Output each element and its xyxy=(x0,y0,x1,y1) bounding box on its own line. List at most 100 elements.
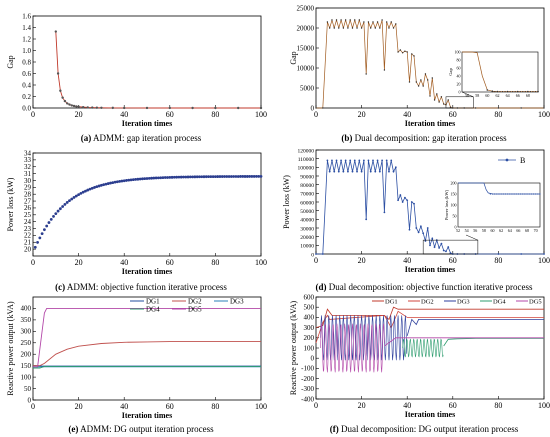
y-axis-label: Reactive power output (kVA) xyxy=(6,301,15,396)
data-point xyxy=(237,106,240,110)
data-point xyxy=(374,170,377,173)
inset-y-tick-label: 200 xyxy=(451,181,457,186)
x-tick-label: 80 xyxy=(211,110,219,119)
data-point xyxy=(72,196,76,199)
panel-a-admm-gap: 0 20 40 60 80 100 0.0 0.2 0.4 0.6 0.8 1.0 1.2 1.4 1.6 I… xyxy=(6,12,267,143)
data-point xyxy=(65,201,69,204)
panel-c-admm-objective: 0 20 40 60 80 1002021222324252627282930313233… xyxy=(6,149,267,292)
data-point xyxy=(406,199,409,202)
data-point xyxy=(358,19,361,21)
inset-x-tick-label: 64 xyxy=(508,228,512,233)
inset-data-point xyxy=(522,193,524,195)
inset-data-point xyxy=(500,193,502,195)
data-point xyxy=(417,85,420,87)
data-point xyxy=(63,202,67,206)
data-point xyxy=(49,217,53,221)
data-point xyxy=(175,175,179,179)
inset-x-tick-label: 56 xyxy=(473,228,477,233)
inset-data-point xyxy=(537,193,539,195)
data-point xyxy=(227,175,231,178)
data-point xyxy=(159,176,163,180)
data-point xyxy=(333,27,335,29)
x-tick-label: 80 xyxy=(494,110,502,119)
data-point xyxy=(150,176,153,180)
y-tick-label: 0.6 xyxy=(22,70,31,78)
y-tick-label: 20000 xyxy=(300,235,314,241)
data-point xyxy=(360,170,363,173)
inset-y-tick-label: 50 xyxy=(453,214,457,219)
data-point xyxy=(438,247,441,249)
y-tick-label: 500 xyxy=(304,304,315,312)
y-tick-label: 80000 xyxy=(300,183,314,189)
y-tick-label: 200 xyxy=(304,334,315,342)
data-point xyxy=(429,95,431,97)
data-point xyxy=(424,240,427,242)
data-point xyxy=(166,176,169,179)
inset-data-point xyxy=(539,193,541,195)
data-point xyxy=(36,241,39,244)
data-point xyxy=(394,166,397,169)
inset-data-point xyxy=(526,193,528,195)
data-point xyxy=(419,225,422,228)
data-point xyxy=(356,27,358,29)
data-point xyxy=(404,50,406,52)
data-point xyxy=(385,21,388,23)
data-point xyxy=(56,209,60,213)
data-point xyxy=(408,81,411,83)
legend-label: B xyxy=(520,156,525,165)
panel-f-dual-dg-output: 0 20 40 60 80 100 -400 -300 -200 -100 0 100 200 300 40… xyxy=(289,293,550,434)
data-point xyxy=(445,250,447,253)
inset-data-point xyxy=(529,91,532,93)
inset-data-point xyxy=(517,193,520,195)
data-point xyxy=(360,27,363,29)
x-axis-label: Iteration times xyxy=(405,410,455,419)
y-tick-label: 0.8 xyxy=(22,58,31,66)
panel-caption: (b) Dual decomposition: gap iteration pr… xyxy=(341,133,507,143)
oscillation-dg3 xyxy=(320,315,407,361)
series-line-dg4 xyxy=(33,365,261,369)
legend-label: DG2 xyxy=(421,299,434,306)
x-tick-label: 100 xyxy=(538,256,550,265)
data-point xyxy=(252,175,256,178)
y-tick-label: 0 xyxy=(28,396,32,404)
series-line-dg5 xyxy=(33,307,261,368)
data-point xyxy=(543,253,545,255)
x-tick-label: 40 xyxy=(403,401,411,410)
data-point xyxy=(255,175,258,178)
x-tick-label: 80 xyxy=(494,401,502,410)
data-point xyxy=(367,21,370,23)
inset-x-tick-label: 60 xyxy=(491,228,495,233)
data-point xyxy=(138,177,142,181)
y-axis-label: Gap xyxy=(6,55,15,68)
y-tick-label: 20000 xyxy=(297,24,315,32)
data-point xyxy=(257,175,261,178)
panel-b-dual-gap: 0 20 40 60 80 100 0 5000 10000 15000 20000 25000 Ite… xyxy=(289,4,550,143)
data-point xyxy=(54,212,58,216)
x-axis-label: Iteration times xyxy=(122,411,172,420)
data-point xyxy=(61,205,65,208)
y-tick-label: 250 xyxy=(21,339,32,347)
data-point xyxy=(113,180,117,184)
y-tick-label: 26 xyxy=(24,204,32,212)
x-tick-label: 100 xyxy=(255,110,267,119)
y-tick-label: 1.4 xyxy=(22,24,31,32)
data-point xyxy=(358,159,361,162)
series-line-dg2 xyxy=(33,341,261,367)
y-tick-label: 300 xyxy=(304,324,315,332)
y-tick-label: 50 xyxy=(24,385,32,393)
data-point xyxy=(520,253,523,255)
x-tick-label: 60 xyxy=(166,110,174,119)
x-axis-label: Iteration times xyxy=(405,265,455,274)
y-tick-label: 15000 xyxy=(297,44,315,52)
data-point xyxy=(193,175,197,179)
caption-tag: (c) xyxy=(55,282,65,292)
caption-tag: (f) xyxy=(330,424,339,434)
data-point xyxy=(204,175,208,179)
y-tick-label: 24 xyxy=(24,218,32,226)
y-tick-label: 600 xyxy=(304,293,315,301)
data-point xyxy=(191,106,194,110)
legend-label: DG5 xyxy=(188,306,202,314)
x-tick-label: 0 xyxy=(31,402,35,411)
inset-y-tick-label: 40 xyxy=(457,74,461,79)
inset-x-tick-label: 68 xyxy=(526,93,530,98)
